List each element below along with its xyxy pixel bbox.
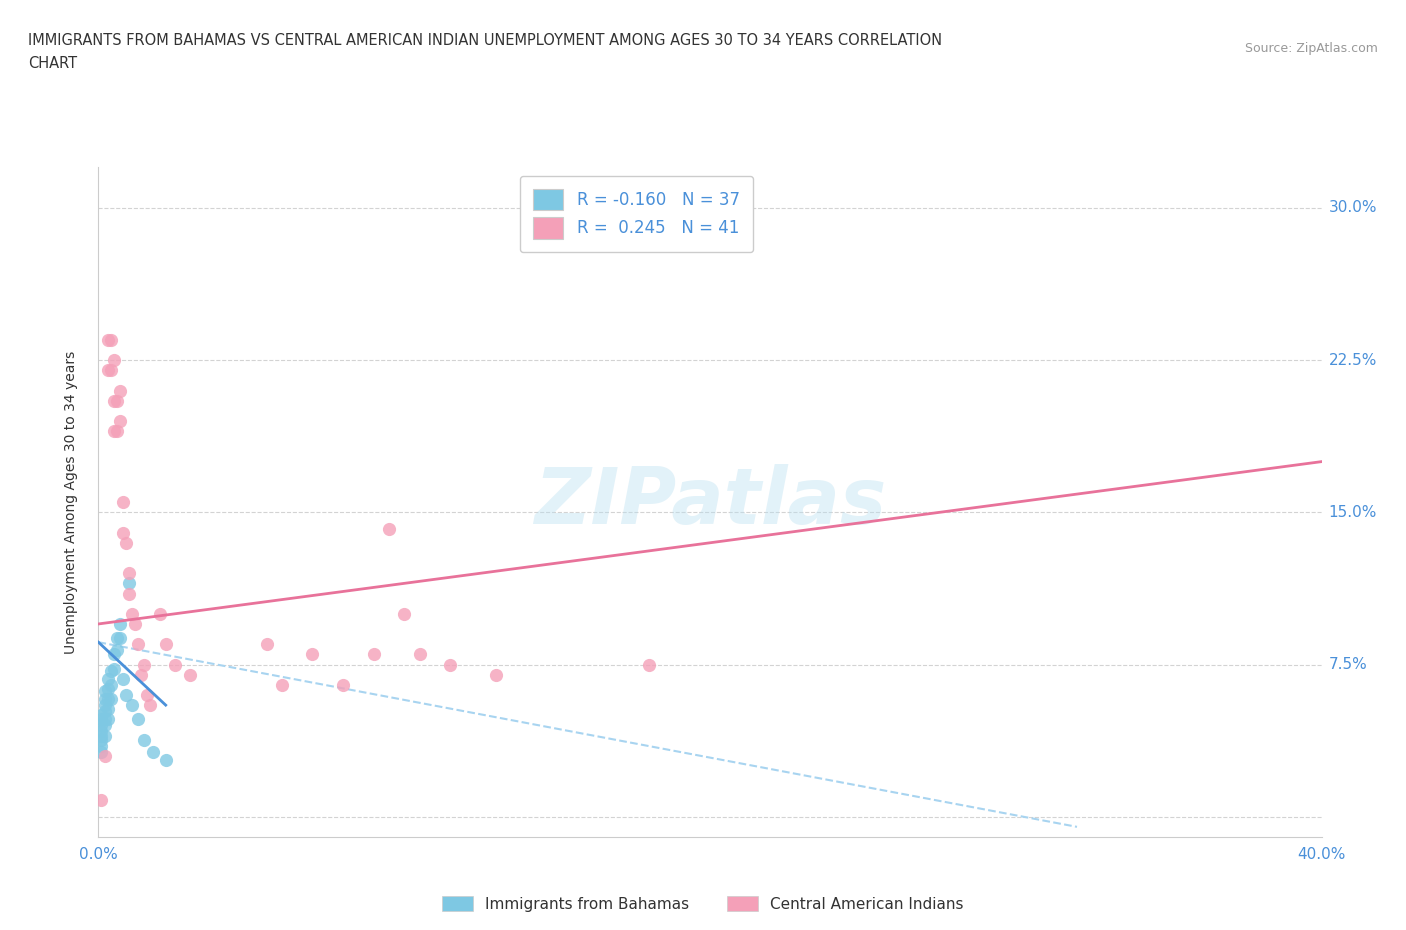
Point xyxy=(97,692,120,707)
Point xyxy=(97,671,120,686)
Point xyxy=(155,752,177,767)
Point xyxy=(100,677,122,692)
Text: ZIPatlas: ZIPatlas xyxy=(534,464,886,540)
Text: 15.0%: 15.0% xyxy=(1329,505,1376,520)
Point xyxy=(439,658,461,672)
Point xyxy=(118,586,141,601)
Point xyxy=(93,749,115,764)
Point xyxy=(121,606,143,621)
Point xyxy=(100,363,122,378)
Point xyxy=(270,677,292,692)
Point xyxy=(134,732,156,747)
Point xyxy=(485,667,508,682)
Legend: R = -0.160   N = 37, R =  0.245   N = 41: R = -0.160 N = 37, R = 0.245 N = 41 xyxy=(520,176,754,252)
Point xyxy=(90,728,112,743)
Point xyxy=(90,718,112,733)
Text: CHART: CHART xyxy=(28,56,77,71)
Point xyxy=(90,732,112,747)
Text: 30.0%: 30.0% xyxy=(1329,201,1376,216)
Point xyxy=(332,677,354,692)
Text: IMMIGRANTS FROM BAHAMAS VS CENTRAL AMERICAN INDIAN UNEMPLOYMENT AMONG AGES 30 TO: IMMIGRANTS FROM BAHAMAS VS CENTRAL AMERI… xyxy=(28,33,942,47)
Point xyxy=(105,643,128,658)
Point xyxy=(90,793,112,808)
Text: 22.5%: 22.5% xyxy=(1329,352,1376,367)
Y-axis label: Unemployment Among Ages 30 to 34 years: Unemployment Among Ages 30 to 34 years xyxy=(63,351,77,654)
Point xyxy=(155,637,177,652)
Point xyxy=(363,647,385,662)
Point xyxy=(97,332,120,347)
Point xyxy=(118,565,141,580)
Point xyxy=(378,521,401,536)
Point xyxy=(97,682,120,697)
Point xyxy=(392,606,416,621)
Point xyxy=(90,711,112,726)
Point xyxy=(129,667,152,682)
Point xyxy=(93,728,115,743)
Point xyxy=(103,424,125,439)
Point xyxy=(256,637,278,652)
Point xyxy=(100,692,122,707)
Point xyxy=(93,692,115,707)
Point xyxy=(111,495,134,510)
Point xyxy=(100,663,122,678)
Point xyxy=(139,698,162,712)
Point xyxy=(127,637,149,652)
Point xyxy=(637,658,661,672)
Point xyxy=(93,704,115,719)
Point xyxy=(121,698,143,712)
Point xyxy=(142,744,165,759)
Point xyxy=(115,536,138,551)
Point xyxy=(90,738,112,753)
Point xyxy=(97,711,120,726)
Point xyxy=(103,661,125,676)
Point xyxy=(136,687,159,702)
Point xyxy=(93,718,115,733)
Point xyxy=(301,647,323,662)
Point xyxy=(118,576,141,591)
Point xyxy=(124,617,146,631)
Point xyxy=(134,658,156,672)
Point xyxy=(163,658,186,672)
Point xyxy=(108,414,131,429)
Point xyxy=(100,332,122,347)
Point xyxy=(699,201,721,216)
Point xyxy=(127,711,149,726)
Point xyxy=(103,352,125,367)
Text: Source: ZipAtlas.com: Source: ZipAtlas.com xyxy=(1244,42,1378,55)
Point xyxy=(105,424,128,439)
Point xyxy=(408,647,430,662)
Point xyxy=(103,647,125,662)
Point xyxy=(103,393,125,408)
Point xyxy=(93,698,115,712)
Point xyxy=(90,708,112,723)
Point xyxy=(108,617,131,631)
Point xyxy=(108,631,131,645)
Point xyxy=(105,631,128,645)
Legend: Immigrants from Bahamas, Central American Indians: Immigrants from Bahamas, Central America… xyxy=(436,889,970,918)
Point xyxy=(90,744,112,759)
Point xyxy=(93,684,115,698)
Point xyxy=(93,711,115,726)
Point xyxy=(149,606,172,621)
Point xyxy=(90,724,112,739)
Point xyxy=(115,687,138,702)
Text: 7.5%: 7.5% xyxy=(1329,657,1368,672)
Point xyxy=(97,702,120,717)
Point xyxy=(111,525,134,540)
Point xyxy=(179,667,201,682)
Point xyxy=(105,393,128,408)
Point xyxy=(111,671,134,686)
Point xyxy=(97,363,120,378)
Point xyxy=(108,383,131,398)
